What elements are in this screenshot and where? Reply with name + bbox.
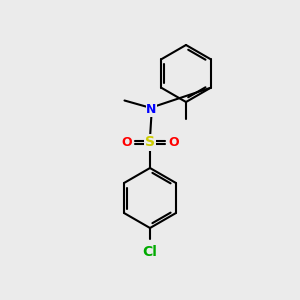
Text: O: O bbox=[122, 136, 132, 149]
Text: S: S bbox=[145, 136, 155, 149]
Text: N: N bbox=[146, 103, 157, 116]
Text: Cl: Cl bbox=[142, 244, 158, 259]
Text: O: O bbox=[168, 136, 178, 149]
